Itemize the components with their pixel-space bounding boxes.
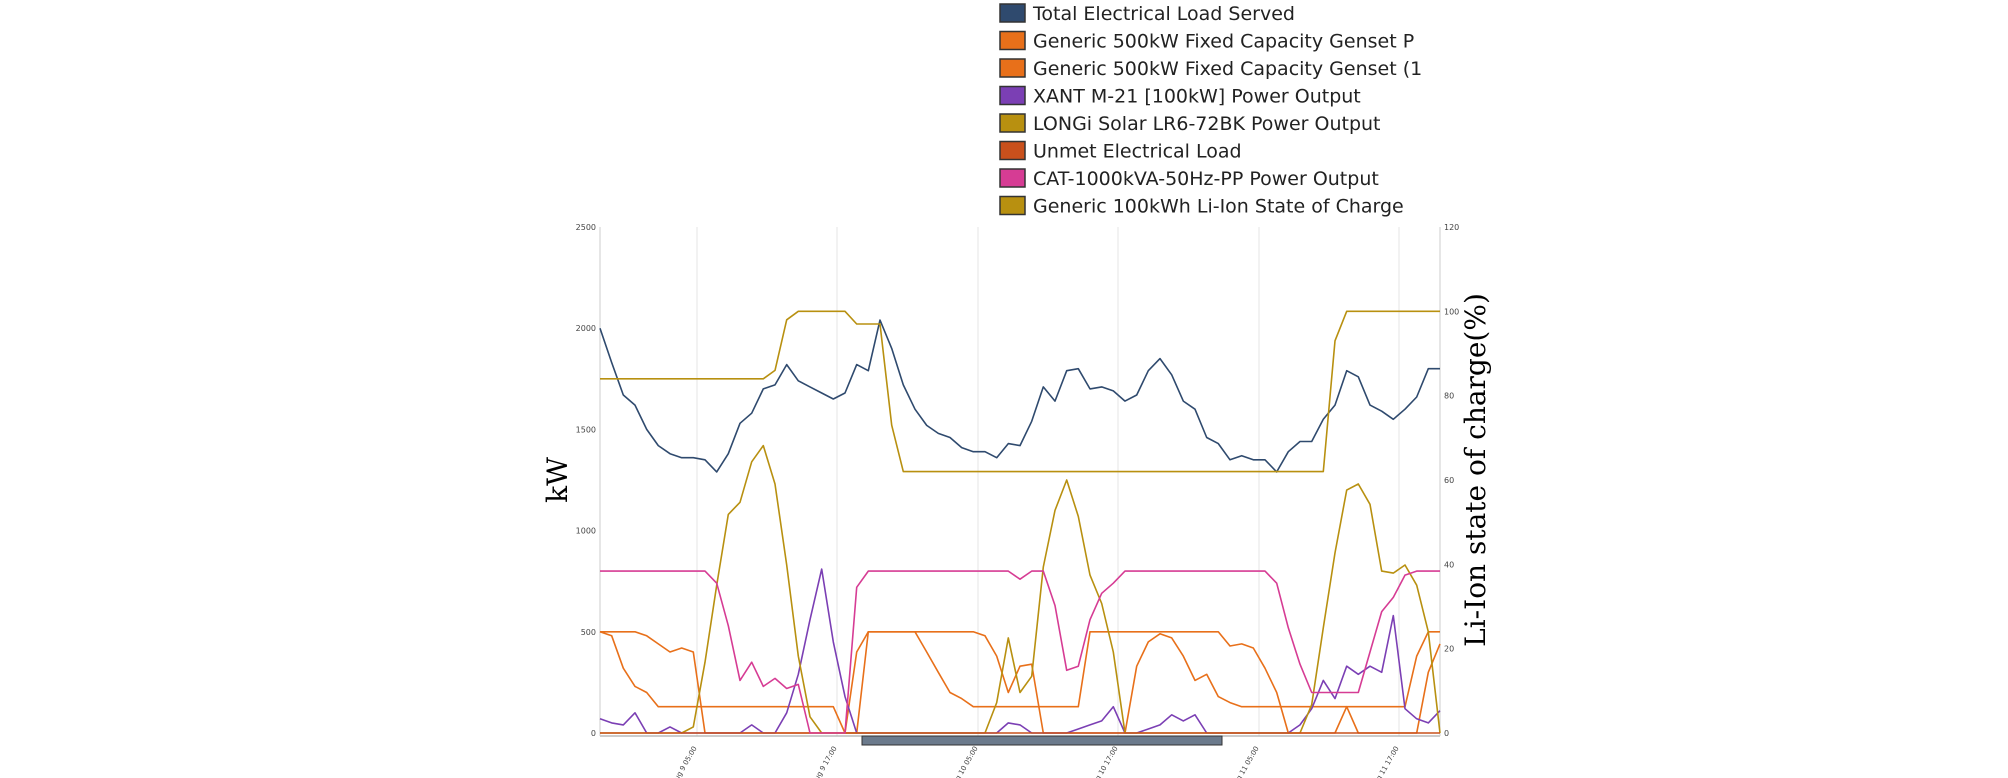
legend-swatch [999,3,1026,23]
y-tick-label: 1000 [576,527,596,536]
legend-item[interactable]: Generic 500kW Fixed Capacity Genset P [999,30,1414,53]
y2-tick-label: 120 [1444,223,1459,232]
y-tick-label: 2500 [576,223,596,232]
axes [599,227,1441,737]
x-tick-label: Aug 9 05:00 [670,745,698,778]
y2-tick-label: 0 [1444,729,1449,738]
legend-item[interactable]: LONGi Solar LR6-72BK Power Output [999,113,1381,135]
x-tick-label: Aug 9 17:00 [810,745,838,778]
series-line-7 [600,570,1440,734]
range-scrollbar[interactable] [861,735,1223,746]
y-tick-label: 500 [581,628,596,637]
legend-label: Total Electrical Load Served [1032,3,1295,25]
y2-axis-title: Li-Ion state of charge(%) [1459,293,1492,647]
x-ticks: Aug 9 05:00 Aug 9 17:00 Aug 10 05:00 Aug 10… [670,745,1400,778]
y2-ticks: 0 20 40 60 80 100 120 [1444,223,1459,738]
legend-label: Unmet Electrical Load [1033,141,1242,163]
legend-swatch [999,58,1026,78]
series-line-4 [599,568,1441,734]
legend-swatch [999,85,1026,106]
y-ticks: 0 500 1000 1500 2000 2500 [576,223,596,738]
y-tick-label: 1500 [576,425,596,434]
legend-label: XANT M-21 [100kW] Power Output [1033,86,1361,108]
y2-tick-label: 20 [1444,645,1454,654]
legend-label: Generic 100kWh Li-Ion State of Charge [1033,196,1404,218]
legend-item[interactable]: Generic 500kW Fixed Capacity Genset (1 [999,58,1422,80]
legend-swatch [999,30,1026,51]
y2-tick-label: 40 [1444,560,1454,569]
legend-swatch [999,113,1026,133]
legend-item[interactable]: Generic 100kWh Li-Ion State of Charge [999,195,1404,218]
series-line-8 [600,310,1440,473]
x-tick-label: Aug 10 17:00 [1089,745,1120,778]
y-axis-title: kW [541,457,574,503]
legend-label: Generic 500kW Fixed Capacity Genset P [1033,31,1414,53]
x-tick-label: Aug 11 17:00 [1370,745,1401,778]
y-tick-label: 0 [591,729,596,738]
series-line-2 [599,630,1440,734]
legend-label: CAT-1000kVA-50Hz-PP Power Output [1033,168,1379,190]
x-tick-label: Aug 10 05:00 [949,745,980,778]
y2-tick-label: 80 [1444,392,1454,401]
series-line-1 [599,319,1440,473]
series-lines [599,310,1441,734]
legend-item[interactable]: Unmet Electrical Load [999,140,1242,163]
legend-item[interactable]: Total Electrical Load Served [999,3,1295,25]
legend-swatch [999,195,1026,216]
legend-item[interactable]: CAT-1000kVA-50Hz-PP Power Output [999,168,1379,190]
y2-tick-label: 100 [1444,307,1459,316]
gridlines [696,227,1400,736]
x-tick-label: Aug 11 05:00 [1230,745,1261,778]
legend-swatch [999,168,1026,188]
y2-tick-label: 60 [1444,476,1454,485]
legend-swatch [999,140,1026,161]
legend-label: LONGi Solar LR6-72BK Power Output [1033,113,1381,135]
y-tick-label: 2000 [576,324,596,333]
legend: Total Electrical Load Served Generic 500k… [999,3,1422,218]
series-line-5 [600,444,1441,734]
legend-item[interactable]: XANT M-21 [100kW] Power Output [999,85,1361,108]
series-line-3 [600,630,1441,734]
legend-label: Generic 500kW Fixed Capacity Genset (1 [1033,58,1422,80]
